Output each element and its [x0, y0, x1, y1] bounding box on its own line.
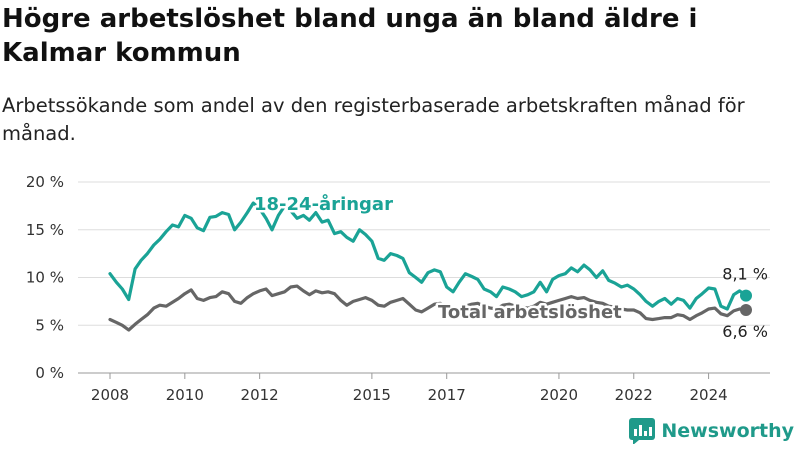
label-group: 18-24-åringar Total arbetslöshet 8,1 % 6,6 …	[252, 191, 769, 341]
end-label-youth: 8,1 %	[722, 265, 768, 284]
x-tick-label: 2008	[91, 386, 129, 404]
x-tick-label: 2017	[428, 386, 466, 404]
series-line-total	[108, 284, 748, 332]
series-group	[108, 201, 752, 332]
series-label-total: Total arbetslöshet	[438, 302, 622, 323]
brand-logo: Newsworthy	[629, 418, 794, 444]
y-tick-label: 15 %	[26, 221, 64, 239]
x-tick-label: 2020	[540, 386, 578, 404]
x-tick-label: 2022	[615, 386, 653, 404]
x-tick-label: 2015	[353, 386, 391, 404]
line-chart: 0 %5 %10 %15 %20 % 2008 2010 2012 2015 2017 2…	[26, 173, 770, 404]
end-point-youth	[740, 289, 752, 302]
end-point-total	[740, 303, 752, 316]
series-line-youth	[108, 201, 748, 311]
y-tick-label: 20 %	[26, 173, 64, 191]
brand-name: Newsworthy	[661, 420, 794, 442]
x-axis-ticks: 2008 2010 2012 2015 2017 2020 2022 2024	[91, 373, 728, 404]
chart-title: Högre arbetslöshet bland unga än bland ä…	[2, 4, 698, 68]
x-tick-label: 2010	[166, 386, 204, 404]
chart-subtitle: Arbetssökande som andel av den registerb…	[2, 94, 745, 145]
y-tick-label: 0 %	[35, 364, 64, 382]
y-tick-label: 10 %	[26, 269, 64, 287]
y-axis-ticks: 0 % 5 % 10 % 15 % 20 %	[26, 173, 64, 382]
y-tick-label: 5 %	[35, 316, 64, 334]
x-tick-label: 2012	[241, 386, 279, 404]
end-label-total: 6,6 %	[722, 322, 768, 341]
x-tick-label: 2024	[689, 386, 727, 404]
series-label-youth: 18-24-åringar	[254, 193, 393, 215]
newsworthy-logo-icon	[629, 418, 656, 444]
